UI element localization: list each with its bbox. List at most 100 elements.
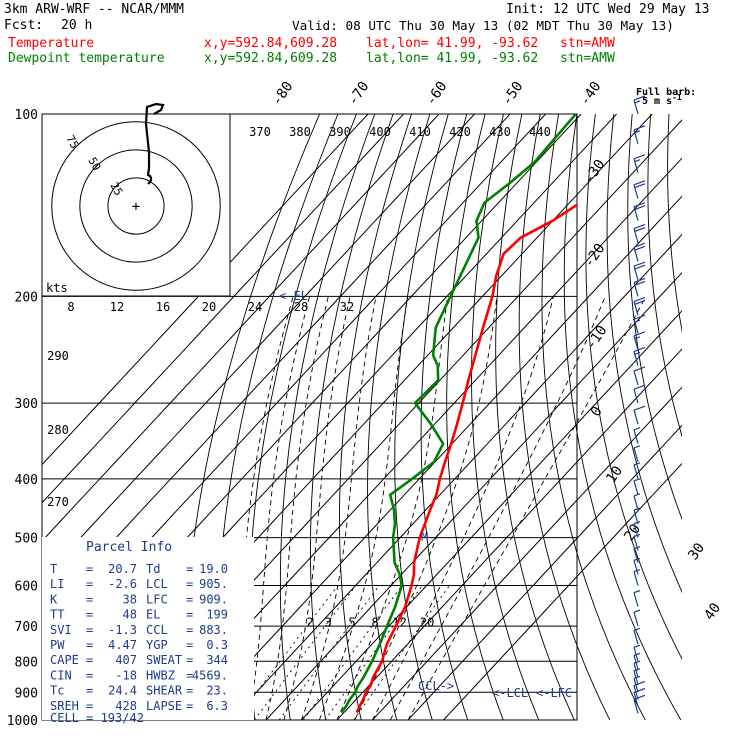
legend-temperature: Temperature — [8, 36, 95, 51]
hodograph-units: kts — [46, 281, 68, 295]
legend-dewpoint-stn: stn=AMW — [560, 51, 615, 66]
isotherm-label: -40 — [577, 79, 605, 109]
moist-adiabat — [265, 296, 329, 720]
moist-adiabat — [407, 296, 647, 720]
wind-barb-feather — [633, 125, 646, 131]
parcel-param-eq: = — [186, 668, 193, 682]
wind-barb — [633, 507, 641, 525]
wind-barb-feather — [633, 493, 641, 497]
barb-legend-unit: -1 — [672, 93, 682, 102]
wind-barb-feather — [634, 280, 646, 286]
wind-barb — [633, 405, 646, 425]
parcel-param-label: K — [50, 592, 58, 606]
wind-barb-staff — [633, 592, 639, 607]
legend-dewpoint-xy: x,y=592.84,609.28 — [204, 51, 338, 66]
parcel-param-eq: = — [86, 608, 93, 622]
mixing-ratio-label: 2 — [306, 615, 313, 629]
mixing-ratio-line — [253, 585, 357, 720]
isotherm-line — [265, 271, 682, 720]
parcel-param-value: 48 — [123, 608, 137, 622]
parcel-param-value: 19.0 — [199, 562, 228, 576]
dry-adiabat — [563, 114, 682, 720]
wind-barb — [633, 346, 646, 366]
valid-time: Valid: 08 UTC Thu 30 May 13 (02 MDT Thu … — [292, 18, 674, 33]
parcel-param-value: 883. — [199, 623, 228, 637]
isotherm-label: -30 — [581, 157, 609, 187]
temperature-profile — [355, 203, 577, 714]
wind-barb-staff — [633, 370, 639, 386]
parcel-param-eq: = — [86, 668, 93, 682]
hodograph-ring — [51, 121, 221, 291]
el-marker-label: < EL — [279, 289, 308, 303]
wind-barb-feather — [633, 180, 646, 186]
dry-adiabat — [518, 114, 611, 720]
init-time: Init: 12 UTC Wed 29 May 13 — [506, 2, 710, 17]
wind-barb-feather — [633, 668, 641, 672]
wind-barb-feather — [634, 100, 641, 104]
wind-barb-feather — [633, 675, 641, 679]
wind-barb-feather — [634, 299, 646, 306]
wind-barb-feather — [633, 296, 646, 303]
lcl-marker: <-LCL — [492, 686, 528, 700]
isotherm-label: -80 — [269, 79, 297, 109]
wind-barb — [633, 590, 641, 607]
hodograph-center-mark: + — [132, 199, 140, 215]
dry-adiabat — [367, 114, 431, 720]
parcel-param-eq: = — [86, 592, 93, 606]
parcel-param-label: TT — [50, 608, 64, 622]
wind-barb — [633, 568, 641, 586]
dry-adiabat — [585, 114, 682, 660]
speed-scale-label: 24 — [248, 300, 262, 314]
wind-barb-feather — [633, 644, 641, 648]
wind-barb-feather — [634, 264, 646, 270]
wind-barb-feather — [634, 351, 641, 356]
parcel-param-value: 24.4 — [108, 684, 137, 698]
pressure-tick-label: 600 — [15, 580, 38, 595]
parcel-cell-value: CELL = 193/42 — [50, 711, 144, 725]
wind-barb — [633, 242, 646, 262]
speed-scale-label: 28 — [294, 300, 308, 314]
wind-barb — [633, 384, 646, 404]
legend-dewpoint-latlon: lat,lon= 41.99, -93.62 — [366, 51, 539, 66]
isotherm-label: 40 — [701, 600, 724, 623]
theta-label: 290 — [47, 349, 69, 363]
wind-barb-staff — [633, 509, 639, 525]
wind-barb-feather — [633, 680, 646, 687]
parcel-param-label: SHEAR — [146, 684, 183, 698]
wind-barb-staff — [633, 630, 639, 645]
wind-barb — [633, 546, 641, 563]
speed-scale-label: 8 — [67, 300, 74, 314]
mixing-ratio-label: 5 — [348, 615, 355, 629]
parcel-param-label: Td — [146, 562, 160, 576]
legend-temperature-stn: stn=AMW — [560, 36, 615, 51]
isotherm-label: 30 — [685, 540, 708, 563]
wind-barb-feather — [633, 478, 641, 482]
dry-adiabat — [471, 114, 540, 720]
isotherm-label: 10 — [603, 463, 626, 486]
hodograph-ring — [79, 149, 193, 263]
wind-barb-staff — [633, 464, 639, 480]
dry-adiabat — [495, 114, 575, 720]
pressure-tick-label: 400 — [15, 473, 38, 488]
isotherm-label: -70 — [345, 79, 373, 109]
wind-barb-staff — [633, 611, 639, 627]
wind-barb-staff — [633, 480, 639, 495]
parcel-param-label: SREH — [50, 699, 79, 713]
wind-barb-feather — [633, 660, 641, 664]
hodograph-ring-label: 25 — [107, 180, 125, 198]
parcel-param-eq: = — [186, 592, 193, 606]
wind-barb — [633, 180, 646, 199]
wind-barb — [633, 296, 646, 316]
moist-adiabat — [247, 296, 311, 720]
wind-barb — [633, 462, 641, 480]
parcel-param-value: 38 — [123, 592, 137, 606]
parcel-param-eq: = — [186, 653, 193, 667]
isotherm-line — [42, 114, 404, 504]
wind-barb — [633, 694, 646, 714]
wind-barb — [633, 557, 641, 575]
wind-barb-feather — [633, 427, 641, 431]
dewpoint-profile — [340, 114, 577, 714]
wind-barb-feather — [633, 277, 646, 283]
wind-barb-staff — [633, 495, 639, 511]
wind-barb-feather — [634, 183, 646, 189]
